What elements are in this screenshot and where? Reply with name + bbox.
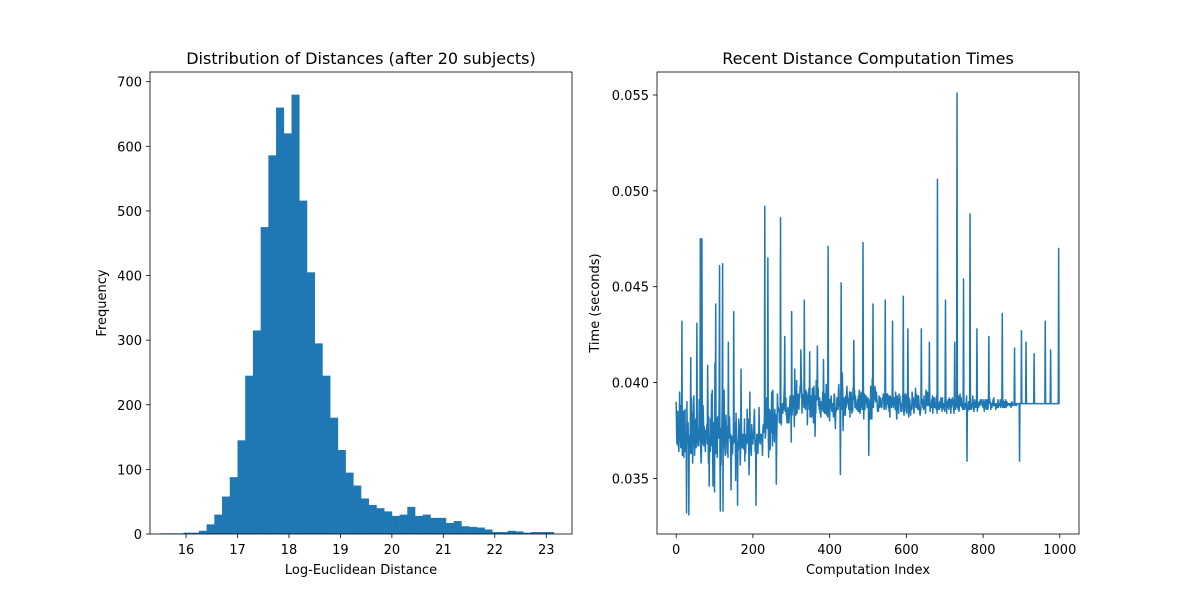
histogram-y-ticks: 0 100 200 300 400 500 600 700 bbox=[117, 76, 150, 543]
histogram-x-tick-label: 17 bbox=[229, 543, 246, 558]
timing-title: Recent Distance Computation Times bbox=[722, 49, 1014, 68]
histogram-bar bbox=[422, 514, 431, 534]
histogram-bar bbox=[430, 517, 439, 534]
timing-x-label: Computation Index bbox=[806, 563, 930, 578]
histogram-bar bbox=[376, 508, 385, 534]
histogram-bar bbox=[515, 531, 524, 534]
histogram-x-tick-label: 18 bbox=[281, 543, 298, 558]
histogram-bar bbox=[337, 450, 346, 534]
histogram-frame bbox=[149, 71, 573, 535]
histogram-bar bbox=[206, 524, 215, 534]
timing-x-ticks: 0 200 400 600 800 1000 bbox=[672, 534, 1076, 558]
histogram-x-tick-label: 19 bbox=[332, 543, 349, 558]
histogram-x-tick-label: 16 bbox=[178, 543, 195, 558]
histogram-y-tick-label: 300 bbox=[117, 334, 142, 349]
histogram-panel: Distribution of Distances (after 20 subj… bbox=[95, 49, 573, 578]
timing-y-label: Time (seconds) bbox=[588, 253, 603, 353]
timing-x-tick-label: 400 bbox=[817, 543, 842, 558]
histogram-bar bbox=[361, 498, 370, 534]
histogram-x-tick-label: 23 bbox=[538, 543, 555, 558]
histogram-bar bbox=[291, 94, 300, 534]
timing-y-ticks: 0.035 0.040 0.045 0.050 0.055 bbox=[612, 89, 657, 487]
histogram-bar bbox=[198, 530, 207, 534]
timing-y-tick-label: 0.055 bbox=[612, 89, 649, 104]
timing-y-tick-label: 0.040 bbox=[612, 377, 649, 392]
histogram-bar bbox=[469, 526, 478, 534]
histogram-bar bbox=[492, 532, 501, 534]
histogram-x-label: Log-Euclidean Distance bbox=[285, 563, 437, 578]
timing-panel: Recent Distance Computation Times 0 200 40… bbox=[588, 49, 1080, 578]
timing-frame bbox=[656, 71, 1080, 535]
timing-x-tick-label: 0 bbox=[672, 543, 680, 558]
histogram-bar bbox=[252, 330, 261, 534]
histogram-bar bbox=[538, 532, 547, 534]
histogram-bar bbox=[438, 517, 447, 534]
histogram-y-tick-label: 0 bbox=[134, 528, 142, 543]
histogram-bar bbox=[322, 375, 331, 534]
histogram-bar bbox=[345, 472, 354, 534]
histogram-bar bbox=[415, 515, 424, 534]
timing-y-tick-label: 0.045 bbox=[612, 281, 649, 296]
histogram-bar bbox=[507, 530, 516, 534]
histogram-bar bbox=[391, 515, 400, 534]
histogram-y-tick-label: 700 bbox=[117, 76, 142, 91]
histogram-bar bbox=[461, 526, 470, 534]
histogram-bar bbox=[191, 532, 200, 534]
histogram-x-tick-label: 21 bbox=[435, 543, 452, 558]
histogram-bar bbox=[530, 532, 539, 534]
histogram-x-ticks: 16 17 18 19 20 21 22 23 bbox=[178, 534, 555, 558]
histogram-bar bbox=[330, 417, 339, 534]
timing-x-tick-label: 800 bbox=[971, 543, 996, 558]
histogram-bar bbox=[399, 514, 408, 534]
histogram-bar bbox=[484, 529, 493, 534]
histogram-bar bbox=[476, 527, 485, 534]
timing-x-tick-label: 1000 bbox=[1043, 543, 1076, 558]
timing-y-tick-label: 0.035 bbox=[612, 472, 649, 487]
histogram-bar bbox=[499, 532, 508, 534]
histogram-bars bbox=[160, 94, 555, 535]
histogram-bar bbox=[183, 532, 192, 534]
histogram-y-tick-label: 600 bbox=[117, 140, 142, 155]
histogram-bar bbox=[453, 521, 462, 534]
timing-x-tick-label: 200 bbox=[740, 543, 765, 558]
histogram-x-tick-label: 22 bbox=[487, 543, 504, 558]
histogram-y-tick-label: 200 bbox=[117, 399, 142, 414]
histogram-bar bbox=[384, 511, 393, 534]
histogram-bar bbox=[368, 504, 377, 534]
histogram-bar bbox=[523, 532, 532, 534]
histogram-x-tick-label: 20 bbox=[384, 543, 401, 558]
histogram-y-tick-label: 400 bbox=[117, 270, 142, 285]
histogram-bar bbox=[353, 485, 362, 534]
histogram-y-tick-label: 500 bbox=[117, 205, 142, 220]
timing-x-tick-label: 600 bbox=[894, 543, 919, 558]
histogram-bar bbox=[314, 343, 323, 534]
histogram-y-label: Frequency bbox=[95, 269, 110, 336]
histogram-bar bbox=[222, 496, 231, 534]
histogram-bar bbox=[546, 532, 555, 534]
histogram-title: Distribution of Distances (after 20 subj… bbox=[186, 49, 536, 68]
histogram-bar bbox=[260, 227, 269, 535]
histogram-bar bbox=[276, 107, 285, 535]
histogram-y-tick-label: 100 bbox=[117, 463, 142, 478]
histogram-bar bbox=[245, 375, 254, 534]
histogram-bar bbox=[214, 514, 223, 534]
timing-line-layer bbox=[675, 92, 1060, 516]
histogram-bar bbox=[283, 133, 292, 534]
histogram-bar bbox=[237, 440, 246, 534]
histogram-bar bbox=[306, 272, 315, 534]
timing-y-tick-label: 0.050 bbox=[612, 185, 649, 200]
histogram-bar bbox=[445, 523, 454, 534]
histogram-bar bbox=[229, 477, 238, 534]
histogram-bar bbox=[268, 155, 277, 534]
histogram-bar bbox=[299, 200, 308, 535]
histogram-bar bbox=[407, 506, 416, 534]
timing-series-line bbox=[675, 92, 1060, 516]
